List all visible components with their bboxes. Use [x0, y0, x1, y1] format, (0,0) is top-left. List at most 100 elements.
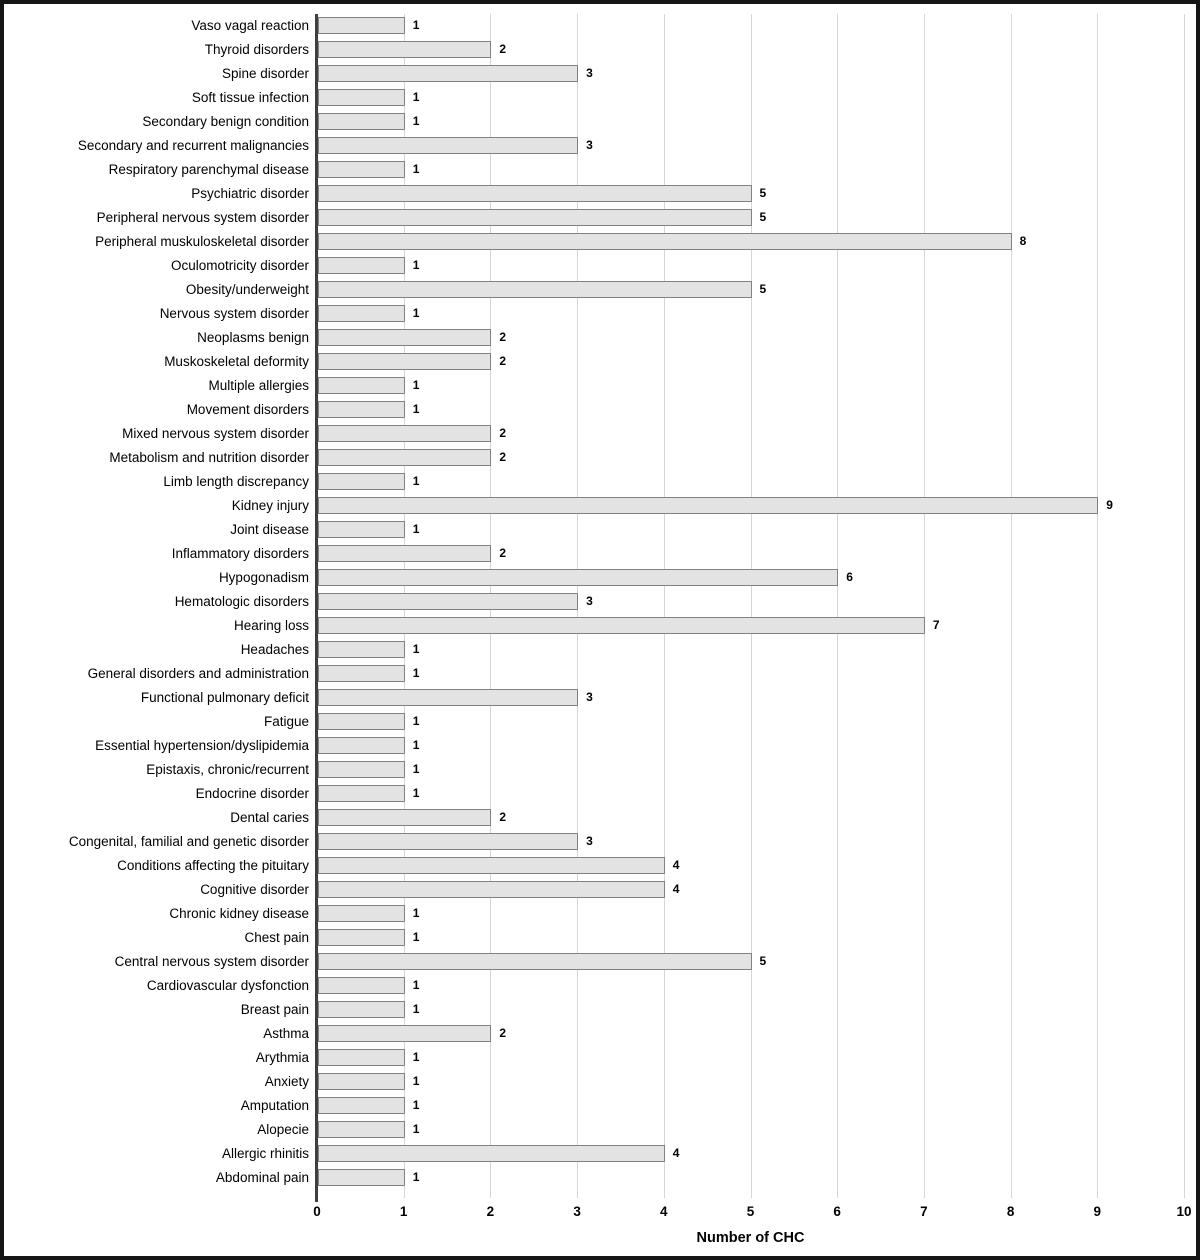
bar-track: 1: [318, 902, 1185, 926]
bar: [318, 473, 405, 490]
bar: [318, 233, 1012, 250]
value-label: 7: [932, 618, 940, 632]
category-label: Chest pain: [244, 930, 309, 945]
chart-row: Peripheral muskuloskeletal disorder 8: [4, 230, 1196, 254]
bar-track: 1: [318, 86, 1185, 110]
value-label: 1: [412, 402, 420, 416]
bar-track: 9: [318, 494, 1185, 518]
chart-row: Inflammatory disorders 2: [4, 542, 1196, 566]
bar-track: 1: [318, 254, 1185, 278]
value-label: 1: [412, 18, 420, 32]
value-label: 5: [759, 186, 767, 200]
bar-track: 1: [318, 974, 1185, 998]
value-label: 3: [586, 834, 593, 848]
chart-row: Congenital, familial and genetic disorde…: [4, 830, 1196, 854]
bar: [318, 257, 405, 274]
category-label: Peripheral nervous system disorder: [96, 210, 309, 225]
bar-track: 1: [318, 110, 1185, 134]
category-label: Soft tissue infection: [191, 90, 309, 105]
category-label: Muskoskeletal deformity: [164, 354, 309, 369]
bar-track: 2: [318, 422, 1185, 446]
category-label: Nervous system disorder: [159, 306, 309, 321]
value-label: 1: [412, 1002, 420, 1016]
chart-row: Central nervous system disorder 5: [4, 950, 1196, 974]
bar-track: 1: [318, 758, 1185, 782]
value-label: 2: [499, 426, 507, 440]
bar-track: 3: [318, 830, 1185, 854]
chart-row: Soft tissue infection 1: [4, 86, 1196, 110]
chart-row: General disorders and administration 1: [4, 662, 1196, 686]
bar-track: 6: [318, 566, 1185, 590]
chart-row: Hematologic disorders 3: [4, 590, 1196, 614]
chart-row: Vaso vagal reaction 1: [4, 14, 1196, 38]
category-label: Dental caries: [230, 810, 309, 825]
value-label: 1: [412, 474, 420, 488]
value-label: 8: [1019, 234, 1027, 248]
bar-track: 1: [318, 662, 1185, 686]
bar: [318, 1145, 665, 1162]
bar: [318, 641, 405, 658]
bar-track: 1: [318, 710, 1185, 734]
bar-track: 1: [318, 1118, 1185, 1142]
bar: [318, 17, 405, 34]
bar: [318, 1169, 405, 1186]
bar: [318, 161, 405, 178]
bar: [318, 497, 1099, 514]
value-label: 1: [412, 1050, 420, 1064]
value-label: 1: [412, 786, 420, 800]
x-axis-ticks: 0 1 2 3 4 5 6 7 8 9 10: [313, 1204, 1191, 1222]
category-label: Metabolism and nutrition disorder: [109, 450, 309, 465]
bar: [318, 521, 405, 538]
bar: [318, 137, 579, 154]
bar: [318, 449, 492, 466]
category-label: Headaches: [240, 642, 309, 657]
bar: [318, 65, 579, 82]
category-label: Amputation: [240, 1098, 309, 1113]
category-label: Anxiety: [264, 1074, 309, 1089]
category-label: Hearing loss: [233, 618, 309, 633]
chart-row: Joint disease 1: [4, 518, 1196, 542]
chart-row: Oculomotricity disorder 1: [4, 254, 1196, 278]
bar-track: 3: [318, 134, 1185, 158]
bar: [318, 857, 665, 874]
category-label: Movement disorders: [186, 402, 309, 417]
bar-track: 1: [318, 1094, 1185, 1118]
value-label: 1: [412, 258, 420, 272]
x-tick-label: 2: [486, 1204, 495, 1219]
chart-row: Spine disorder 3: [4, 62, 1196, 86]
category-label: Secondary and recurrent malignancies: [77, 138, 309, 153]
bar: [318, 881, 665, 898]
category-label: Neoplasms benign: [197, 330, 309, 345]
chart-row: Alopecie 1: [4, 1118, 1196, 1142]
value-label: 2: [499, 330, 507, 344]
bar: [318, 113, 405, 130]
x-tick-label: 10: [1176, 1204, 1192, 1219]
chart-row: Functional pulmonary deficit 3: [4, 686, 1196, 710]
category-label: Arythmia: [255, 1050, 309, 1065]
bar: [318, 41, 492, 58]
bar-track: 4: [318, 878, 1185, 902]
bar-track: 5: [318, 206, 1185, 230]
chart-row: Cognitive disorder 4: [4, 878, 1196, 902]
x-tick-label: 7: [920, 1204, 928, 1219]
bar: [318, 401, 405, 418]
chart-row: Anxiety 1: [4, 1070, 1196, 1094]
value-label: 1: [412, 1122, 420, 1136]
chart-row: Asthma 2: [4, 1022, 1196, 1046]
category-label: General disorders and administration: [87, 666, 309, 681]
chart-row: Dental caries 2: [4, 806, 1196, 830]
bar: [318, 569, 839, 586]
category-label: Alopecie: [257, 1122, 309, 1137]
bar-track: 1: [318, 1070, 1185, 1094]
bar: [318, 713, 405, 730]
value-label: 1: [412, 114, 420, 128]
chart-row: Conditions affecting the pituitary 4: [4, 854, 1196, 878]
bar-track: 2: [318, 38, 1185, 62]
bar: [318, 1097, 405, 1114]
bar-track: 1: [318, 158, 1185, 182]
chart-row: Obesity/underweight 5: [4, 278, 1196, 302]
chart-row: Peripheral nervous system disorder 5: [4, 206, 1196, 230]
category-label: Multiple allergies: [208, 378, 309, 393]
bar-track: 5: [318, 950, 1185, 974]
bar-track: 1: [318, 1046, 1185, 1070]
